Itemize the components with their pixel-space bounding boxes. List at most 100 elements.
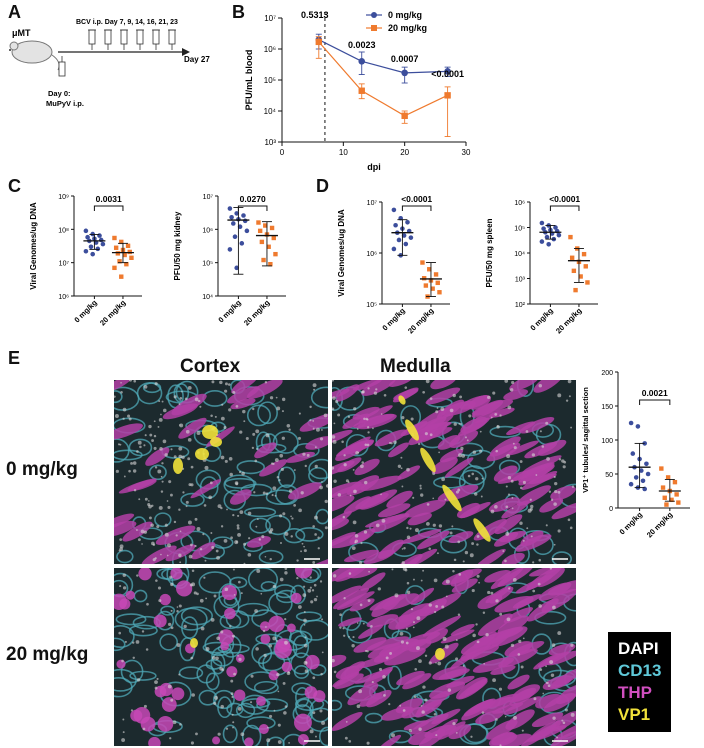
dapi-nucleus: [170, 698, 174, 702]
dapi-nucleus: [471, 472, 475, 476]
dapi-nucleus: [225, 382, 228, 386]
dapi-nucleus: [162, 408, 167, 413]
data-point: [90, 251, 95, 257]
thp-tubule: [226, 666, 238, 678]
dapi-nucleus: [388, 703, 391, 706]
day0-label-line1: Day 0:: [48, 89, 71, 98]
dapi-nucleus: [507, 476, 512, 480]
dapi-nucleus: [312, 525, 315, 528]
dapi-nucleus: [393, 440, 397, 444]
dapi-nucleus: [220, 455, 225, 460]
dapi-nucleus: [317, 547, 320, 550]
dapi-nucleus: [321, 720, 325, 725]
dapi-nucleus: [220, 506, 223, 510]
micrograph-medulla-20mgkg: [332, 568, 576, 746]
dapi-nucleus: [223, 425, 227, 430]
data-point: [556, 232, 562, 238]
cd13-tubule: [236, 460, 265, 475]
p-value-label: 0.5313: [301, 10, 329, 20]
dapi-nucleus: [441, 477, 445, 482]
dapi-nucleus: [481, 711, 485, 714]
dapi-nucleus: [464, 550, 469, 555]
dapi-nucleus: [151, 504, 154, 507]
dapi-nucleus: [343, 634, 346, 637]
dapi-nucleus: [120, 391, 123, 394]
dapi-nucleus: [401, 561, 405, 564]
dapi-nucleus: [213, 594, 217, 598]
dapi-nucleus: [347, 481, 350, 484]
dapi-nucleus: [357, 451, 360, 454]
dapi-nucleus: [452, 393, 456, 398]
dapi-nucleus: [418, 727, 422, 731]
vp1-signal: [173, 458, 183, 474]
dapi-nucleus: [176, 606, 179, 608]
data-point: [97, 233, 102, 238]
mouse-icon: [9, 40, 60, 71]
dapi-nucleus: [122, 718, 125, 721]
y-tick-label: 10²: [515, 302, 526, 309]
dapi-nucleus: [144, 497, 148, 501]
thp-tubule: [353, 413, 395, 429]
dapi-nucleus: [492, 391, 496, 395]
cd13-tubule: [292, 635, 310, 659]
dapi-nucleus: [280, 467, 284, 471]
stain-legend: DAPI CD13 THP VP1: [608, 632, 672, 732]
cd13-tubule: [205, 672, 220, 691]
syringe-icon: [136, 29, 144, 45]
thp-tubule: [334, 673, 364, 689]
dapi-nucleus: [505, 505, 509, 509]
cd13-tubule: [440, 534, 467, 554]
dapi-nucleus: [121, 659, 124, 663]
cd13-tubule: [247, 568, 279, 592]
dapi-nucleus: [119, 544, 124, 549]
legend-marker: [371, 12, 377, 18]
thp-tubule: [313, 690, 326, 703]
thp-tubule: [475, 548, 506, 564]
y-tick-label: 10³: [264, 138, 276, 147]
thp-tubule: [258, 724, 269, 735]
dapi-nucleus: [170, 626, 174, 630]
dapi-nucleus: [364, 649, 368, 653]
dapi-nucleus: [518, 639, 522, 643]
data-point: [642, 441, 647, 446]
dapi-nucleus: [347, 415, 351, 419]
thp-tubule: [157, 715, 174, 732]
dapi-nucleus: [333, 670, 337, 674]
dapi-nucleus: [291, 517, 294, 520]
y-tick-label: 10⁵: [366, 302, 377, 309]
dapi-nucleus: [256, 518, 259, 521]
data-point: [239, 241, 245, 246]
dapi-nucleus: [348, 740, 352, 743]
thp-tubule: [554, 721, 576, 741]
dapi-nucleus: [444, 498, 447, 501]
dapi-nucleus: [335, 399, 339, 404]
dapi-nucleus: [305, 661, 308, 664]
dapi-nucleus: [353, 489, 357, 494]
dapi-nucleus: [269, 714, 273, 718]
thp-tubule: [494, 595, 534, 613]
dapi-nucleus: [383, 694, 386, 697]
dapi-nucleus: [175, 534, 178, 537]
dapi-nucleus: [173, 455, 177, 459]
thp-tubule: [165, 544, 196, 562]
legend-marker: [371, 25, 377, 31]
dapi-nucleus: [513, 715, 517, 720]
dapi-nucleus: [570, 643, 574, 647]
dapi-nucleus: [293, 469, 296, 471]
row-title-20mgkg: 20 mg/kg: [6, 644, 89, 665]
dapi-nucleus: [154, 686, 158, 690]
dapi-nucleus: [298, 412, 301, 415]
dapi-nucleus: [549, 660, 554, 665]
dapi-nucleus: [506, 617, 511, 622]
dapi-nucleus: [458, 422, 461, 425]
dapi-nucleus: [269, 396, 274, 400]
dapi-nucleus: [300, 491, 304, 495]
y-tick-label: 0: [609, 506, 613, 513]
dapi-nucleus: [169, 575, 173, 579]
dapi-nucleus: [204, 559, 207, 562]
dapi-nucleus: [144, 434, 147, 437]
dapi-nucleus: [153, 420, 156, 423]
dapi-nucleus: [173, 520, 177, 524]
thp-tubule: [440, 629, 475, 644]
dapi-nucleus: [502, 550, 505, 553]
